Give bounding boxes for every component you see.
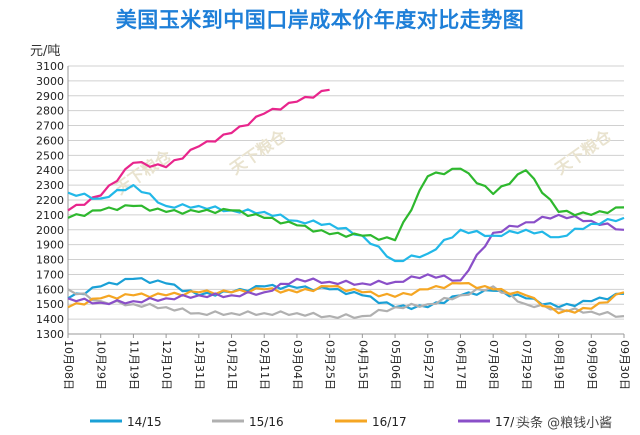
y-tick-label: 1500 bbox=[36, 298, 64, 311]
x-tick-label: 07月08日 bbox=[487, 340, 500, 390]
series-line-18-19 bbox=[67, 88, 330, 212]
x-tick-labels: 10月08日 10月29日 11月19日 12月10日 12月31日 01月21日 02月1… bbox=[62, 334, 631, 390]
legend-label-14-15: 14/15 bbox=[127, 415, 162, 429]
y-tick-label: 2400 bbox=[36, 164, 64, 177]
x-tick-label: 03月04日 bbox=[291, 340, 304, 390]
y-axis-unit: 元/吨 bbox=[30, 44, 61, 59]
y-tick-label: 3100 bbox=[36, 60, 64, 73]
legend-label-16-17: 16/17 bbox=[372, 415, 407, 429]
legend-label-15-16: 15/16 bbox=[249, 415, 284, 429]
y-tick-label: 1300 bbox=[36, 328, 64, 341]
y-tick-label: 2700 bbox=[36, 120, 64, 133]
y-tick-label: 1600 bbox=[36, 283, 64, 296]
y-tick-label: 2200 bbox=[36, 194, 64, 207]
series-line-16-17 bbox=[67, 282, 625, 315]
x-tick-label: 12月31日 bbox=[193, 340, 206, 390]
series-line-20-21 bbox=[67, 167, 625, 242]
series-line-14-15 bbox=[67, 277, 625, 311]
y-tick-label: 2900 bbox=[36, 90, 64, 103]
x-tick-label: 09月09日 bbox=[585, 340, 598, 390]
x-tick-label: 11月19日 bbox=[127, 340, 140, 390]
y-tick-label: 2500 bbox=[36, 149, 64, 162]
x-tick-label: 07月29日 bbox=[520, 340, 533, 390]
x-tick-label: 09月30日 bbox=[618, 340, 631, 390]
y-tick-label: 2100 bbox=[36, 209, 64, 222]
series-line-15-16 bbox=[67, 285, 625, 319]
y-tick-label: 1900 bbox=[36, 239, 64, 252]
y-tick-label: 1800 bbox=[36, 254, 64, 267]
legend: 14/15 15/16 16/17 17/18 bbox=[90, 415, 530, 429]
x-tick-label: 02月11日 bbox=[258, 340, 271, 390]
x-tick-label: 01月21日 bbox=[226, 340, 239, 390]
x-tick-label: 06月17日 bbox=[454, 340, 467, 390]
y-tick-label: 1400 bbox=[36, 313, 64, 326]
x-tick-label: 03月25日 bbox=[324, 340, 337, 390]
series-line-19-20 bbox=[67, 184, 625, 263]
x-tick-label: 08月19日 bbox=[553, 340, 566, 390]
y-tick-label: 2000 bbox=[36, 224, 64, 237]
y-tick-label: 2300 bbox=[36, 179, 64, 192]
x-tick-label: 12月10日 bbox=[160, 340, 173, 390]
chart-title: 美国玉米到中国口岸成本价年度对比走势图 bbox=[115, 8, 525, 32]
x-tick-label: 04月15日 bbox=[356, 340, 369, 390]
grid-lines bbox=[67, 65, 624, 335]
credit-watermark: 头条 @粮钱小酱 bbox=[514, 412, 616, 431]
y-tick-label: 2800 bbox=[36, 105, 64, 118]
series-line-17-18 bbox=[67, 213, 625, 306]
series-lines bbox=[67, 88, 625, 319]
y-tick-label: 2600 bbox=[36, 134, 64, 147]
x-tick-label: 05月06日 bbox=[389, 340, 402, 390]
x-tick-label: 10月08日 bbox=[62, 340, 75, 390]
y-tick-label: 1700 bbox=[36, 268, 64, 281]
y-tick-label: 3000 bbox=[36, 75, 64, 88]
x-tick-label: 10月29日 bbox=[95, 340, 108, 390]
x-tick-label: 05月27日 bbox=[422, 340, 435, 390]
